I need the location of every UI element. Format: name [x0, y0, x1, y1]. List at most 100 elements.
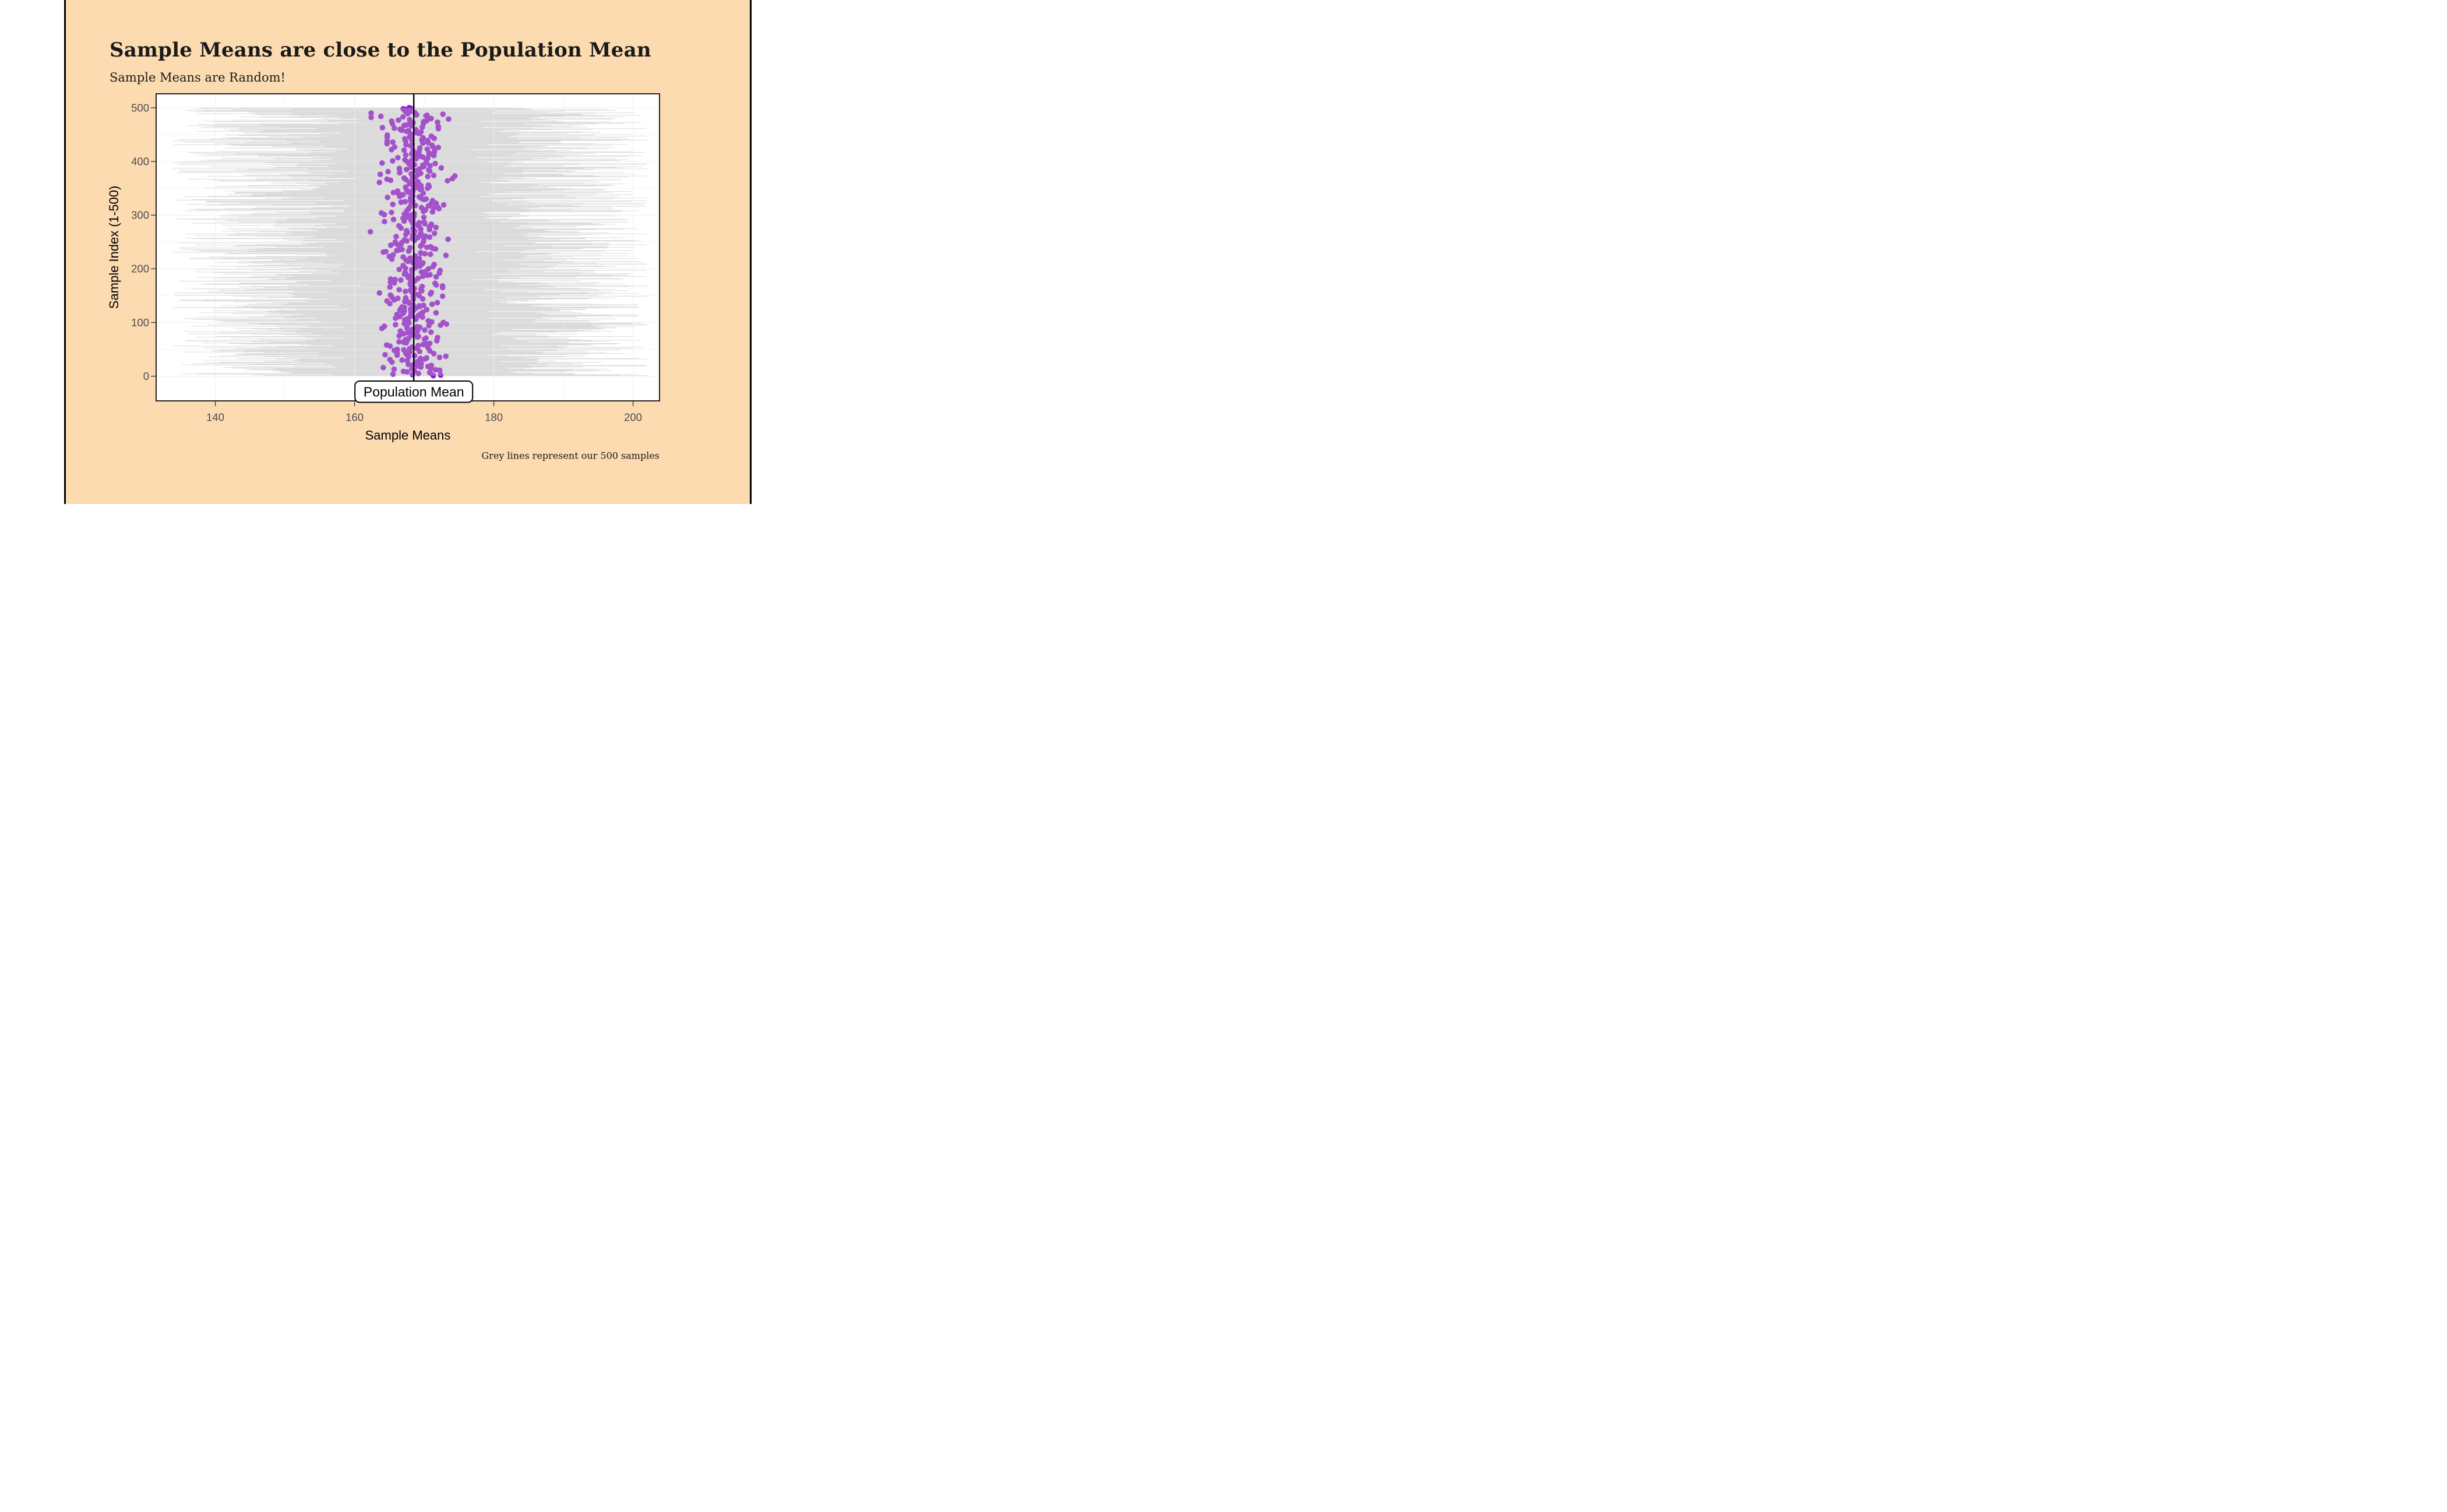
sample-mean-point [403, 184, 408, 191]
sample-mean-point [419, 283, 425, 290]
sample-mean-point [436, 354, 443, 361]
sample-mean-point [427, 251, 433, 258]
sample-mean-point [425, 318, 431, 324]
sample-mean-point [445, 178, 450, 184]
sample-mean-point [439, 283, 446, 289]
sample-mean-point [425, 174, 431, 179]
sample-mean-point [383, 342, 390, 348]
sample-mean-point [435, 334, 440, 341]
sample-mean-point [415, 371, 421, 376]
sample-mean-point [406, 107, 412, 111]
sample-mean-point [420, 260, 426, 266]
sample-mean-point [396, 339, 402, 345]
sample-mean-point [379, 160, 385, 166]
sample-mean-point [400, 368, 407, 375]
sample-mean-point [390, 371, 396, 376]
sample-mean-point [440, 111, 446, 117]
sample-mean-point [428, 362, 435, 368]
page: Sample Means are close to the Population… [0, 0, 816, 504]
sample-mean-point [407, 273, 414, 279]
sample-mean-point [421, 302, 426, 308]
sample-mean-point [417, 145, 423, 151]
sample-mean-point [426, 340, 433, 347]
sample-mean-point [416, 256, 422, 262]
sample-mean-point [433, 274, 439, 280]
sample-mean-point [425, 266, 432, 272]
sample-mean-point [443, 252, 449, 259]
sample-mean-point [421, 219, 427, 225]
sample-mean-point [385, 195, 390, 200]
sample-mean-point [429, 301, 435, 307]
sample-mean-point [406, 128, 412, 134]
sample-mean-point [418, 170, 424, 177]
sample-mean-point [416, 220, 422, 225]
slide-subtitle: Sample Means are Random! [110, 71, 285, 84]
sample-mean-point [440, 319, 446, 326]
sample-mean-point [401, 147, 407, 153]
sample-mean-point [407, 245, 413, 251]
sample-mean-point [452, 173, 458, 179]
sample-mean-point [431, 351, 437, 357]
sample-mean-point [424, 112, 430, 118]
sample-mean-point [422, 251, 428, 257]
sample-mean-point [439, 293, 446, 299]
sample-mean-point [383, 249, 389, 255]
sample-mean-point [420, 135, 426, 141]
sample-mean-point [403, 152, 409, 158]
sample-mean-point [410, 225, 416, 232]
sample-mean-point [387, 276, 394, 282]
sample-mean-point [424, 306, 430, 313]
sample-mean-point [445, 236, 451, 242]
sample-mean-point [390, 158, 396, 164]
population-mean-annotation: Population Mean [354, 380, 474, 403]
sample-mean-point [376, 290, 383, 296]
sample-mean-point [440, 202, 447, 208]
sample-mean-point [387, 284, 393, 290]
sample-mean-point [422, 327, 428, 333]
sample-mean-point [393, 322, 399, 327]
sample-mean-point [396, 223, 402, 229]
sample-mean-point [384, 298, 390, 304]
sample-mean-point [446, 116, 452, 122]
sample-mean-point [416, 194, 422, 200]
sample-mean-point [378, 113, 384, 119]
x-tick-label: 160 [345, 411, 364, 424]
sample-mean-point [377, 171, 383, 177]
sample-mean-point [419, 273, 426, 280]
sample-mean-point [390, 201, 396, 207]
sample-mean-point [431, 172, 437, 178]
slide-title: Sample Means are close to the Population… [110, 38, 651, 62]
sample-mean-point [415, 276, 421, 281]
sample-mean-point [412, 110, 418, 116]
sample-mean-point [403, 167, 410, 172]
sample-mean-point [367, 228, 373, 235]
sample-mean-point [418, 205, 425, 211]
sample-mean-point [433, 310, 439, 316]
sample-mean-point [392, 276, 398, 283]
sample-mean-point [432, 230, 438, 237]
sample-mean-point [407, 204, 413, 210]
sample-mean-point [384, 132, 390, 138]
sample-mean-point [428, 244, 434, 250]
sample-mean-point [394, 188, 401, 194]
sample-mean-point [408, 178, 414, 184]
sample-mean-point [399, 246, 405, 252]
sample-mean-point [437, 367, 443, 373]
y-tick-label: 100 [131, 316, 149, 329]
sample-mean-point [402, 270, 408, 276]
sample-mean-point [401, 347, 407, 353]
sample-mean-point [398, 277, 404, 283]
sample-mean-point [429, 142, 435, 149]
sample-mean-point [424, 146, 431, 152]
sample-mean-point [413, 126, 419, 133]
annotation-label: Population Mean [364, 385, 464, 400]
sample-mean-point [389, 118, 394, 124]
sample-mean-point [389, 209, 394, 216]
sample-mean-point [410, 147, 416, 154]
sample-mean-point [392, 239, 399, 245]
sample-mean-point [432, 160, 438, 167]
sample-mean-point [368, 110, 374, 116]
sample-mean-point [429, 198, 436, 204]
sample-mean-point [395, 154, 401, 161]
sample-mean-point [382, 351, 388, 358]
